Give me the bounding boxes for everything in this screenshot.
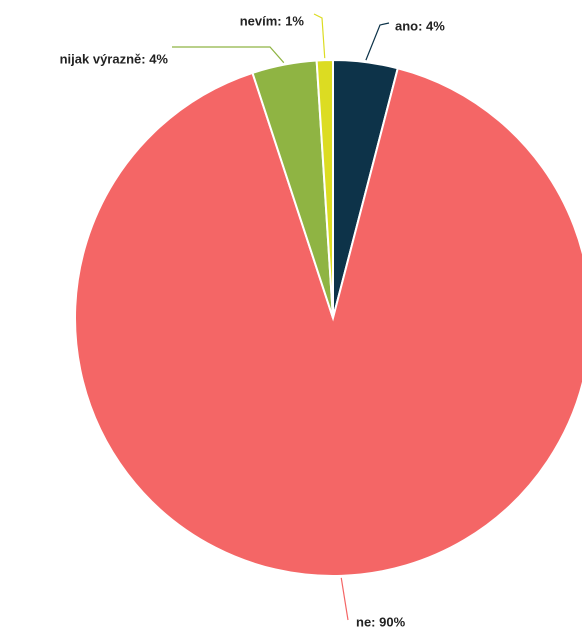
- pie-slice: [315, 58, 334, 319]
- pie-slice: [74, 67, 582, 577]
- leader-line: [313, 13, 326, 59]
- data-label: ano: 4%: [395, 18, 445, 33]
- data-label: nijak výrazně: 4%: [60, 51, 169, 66]
- leader-line: [172, 46, 285, 64]
- data-label: nevím: 1%: [240, 13, 305, 28]
- leader-line: [365, 22, 390, 61]
- data-label: ne: 90%: [356, 614, 406, 629]
- leader-line: [340, 577, 349, 621]
